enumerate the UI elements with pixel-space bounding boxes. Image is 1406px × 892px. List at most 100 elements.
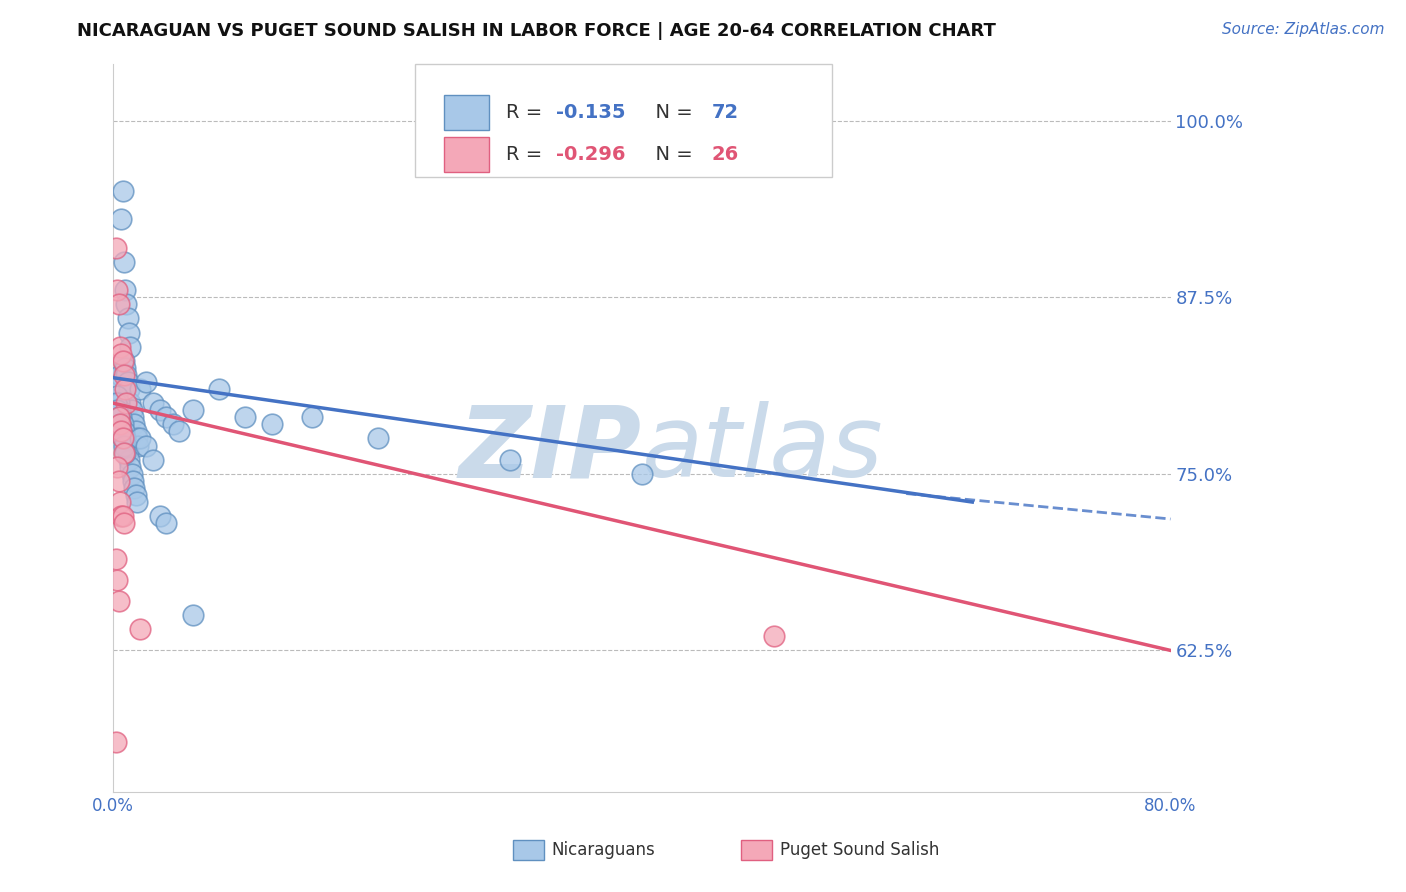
Point <box>114 283 136 297</box>
Point <box>120 396 142 410</box>
Point <box>104 735 127 749</box>
Point <box>107 410 129 425</box>
Point <box>105 403 128 417</box>
Point <box>121 403 143 417</box>
Bar <box>444 95 489 130</box>
Point <box>105 283 128 297</box>
Point <box>104 396 127 410</box>
Point <box>499 452 522 467</box>
Point <box>112 425 135 439</box>
Point <box>120 459 142 474</box>
Point <box>108 340 131 354</box>
Point <box>125 425 148 439</box>
Text: Source: ZipAtlas.com: Source: ZipAtlas.com <box>1222 22 1385 37</box>
Point <box>631 467 654 481</box>
Point <box>142 396 165 410</box>
Point <box>112 438 135 452</box>
Text: R =: R = <box>506 103 548 122</box>
Point <box>110 212 132 227</box>
Text: 72: 72 <box>711 103 738 122</box>
Point <box>169 425 191 439</box>
Point <box>120 340 142 354</box>
Point <box>114 432 136 446</box>
Point <box>124 481 146 495</box>
Point <box>110 425 132 439</box>
Point <box>110 410 132 425</box>
Point <box>135 375 157 389</box>
Point <box>155 516 177 531</box>
FancyBboxPatch shape <box>415 64 832 177</box>
Point <box>763 629 786 643</box>
Point <box>108 417 131 432</box>
Point <box>110 375 132 389</box>
Point <box>107 297 129 311</box>
Point <box>105 389 128 403</box>
Point <box>128 432 150 446</box>
Point <box>128 622 150 636</box>
Point <box>118 382 141 396</box>
Point <box>115 368 138 382</box>
Text: ZIP: ZIP <box>458 401 643 499</box>
Text: N =: N = <box>643 103 699 122</box>
Point <box>260 417 283 432</box>
Point <box>117 375 139 389</box>
Point <box>115 396 138 410</box>
Point <box>107 410 129 425</box>
Point <box>115 297 138 311</box>
Point <box>105 573 128 587</box>
Point <box>367 432 389 446</box>
Point <box>125 488 148 502</box>
Point <box>104 396 127 410</box>
Point <box>105 382 128 396</box>
Text: Puget Sound Salish: Puget Sound Salish <box>780 841 939 859</box>
Point <box>118 326 141 340</box>
Point <box>114 382 136 396</box>
Point <box>112 255 135 269</box>
Point <box>107 396 129 410</box>
Point <box>111 417 134 432</box>
Text: R =: R = <box>506 145 548 164</box>
Point <box>235 410 257 425</box>
Point <box>142 452 165 467</box>
Point <box>117 445 139 459</box>
Text: -0.296: -0.296 <box>557 145 626 164</box>
Point <box>111 353 134 368</box>
Text: atlas: atlas <box>643 401 883 499</box>
Point <box>108 368 131 382</box>
Point <box>111 509 134 524</box>
Point <box>127 438 149 452</box>
Point <box>181 403 204 417</box>
Point <box>108 403 131 417</box>
Point <box>114 360 136 375</box>
Bar <box>444 137 489 172</box>
Point <box>121 467 143 481</box>
Point <box>104 241 127 255</box>
Point <box>107 594 129 608</box>
Point <box>124 417 146 432</box>
Point <box>122 410 145 425</box>
Point <box>108 417 131 432</box>
Point <box>155 410 177 425</box>
Text: -0.135: -0.135 <box>557 103 626 122</box>
Point <box>107 410 129 425</box>
Point <box>111 432 134 446</box>
Point <box>112 516 135 531</box>
Point <box>107 403 129 417</box>
Point <box>112 445 135 459</box>
Point <box>301 410 323 425</box>
Point <box>122 474 145 488</box>
Point <box>111 184 134 198</box>
Point <box>110 509 132 524</box>
Point <box>110 425 132 439</box>
Point <box>181 608 204 623</box>
Point <box>114 445 136 459</box>
Text: N =: N = <box>643 145 699 164</box>
Point <box>162 417 184 432</box>
Point <box>108 495 131 509</box>
Point <box>148 403 170 417</box>
Point <box>110 347 132 361</box>
Point <box>117 311 139 326</box>
Point <box>107 474 129 488</box>
Point <box>112 353 135 368</box>
Point <box>128 382 150 396</box>
